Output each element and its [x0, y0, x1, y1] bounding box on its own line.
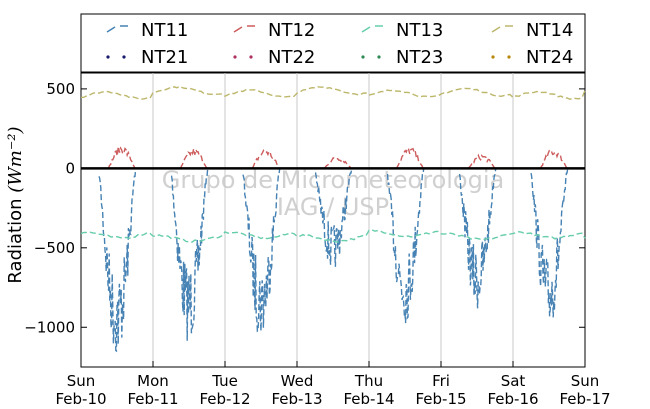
watermark-line-2: IAG / USP — [277, 193, 389, 221]
legend-swatch — [491, 26, 501, 33]
plot-area — [80, 72, 586, 368]
series-nt12-line — [395, 146, 424, 169]
series-nt11-line — [98, 168, 137, 353]
y-axis-title-unit: (Wm⁻²) — [5, 126, 26, 192]
legend-swatch — [233, 26, 243, 33]
x-tick-label-day: Fri — [432, 372, 450, 390]
series-nt11-line — [458, 168, 497, 309]
legend-label: NT21 — [141, 47, 188, 68]
series-lines — [80, 85, 586, 353]
x-tick-label-date: Feb-13 — [271, 390, 322, 408]
legend-label: NT11 — [141, 20, 188, 41]
series-nt11-line — [386, 168, 425, 324]
x-tick-label-day: Wed — [281, 372, 314, 390]
y-tick-label: 0 — [65, 159, 75, 177]
x-tick-label-day: Sat — [501, 372, 526, 390]
x-tick-label-day: Sun — [571, 372, 600, 390]
series-nt12-line — [467, 153, 496, 169]
legend-item-nt11: NT11 — [106, 20, 188, 41]
legend-item-nt14: NT14 — [491, 20, 573, 41]
legend-swatch — [106, 26, 116, 33]
legend-item-nt13: NT13 — [361, 20, 443, 41]
x-tick-label-date: Feb-16 — [487, 390, 538, 408]
x-axis: SunFeb-10MonFeb-11TueFeb-12WedFeb-13ThuF… — [55, 361, 611, 408]
legend-swatch — [377, 55, 381, 59]
y-axis-title-text: Radiation — [5, 193, 26, 284]
x-tick-label-date: Feb-15 — [415, 390, 466, 408]
y-axis-label: Radiation (Wm⁻²) — [5, 126, 26, 283]
x-tick-label-date: Feb-12 — [199, 390, 250, 408]
y-tick-label: −500 — [34, 239, 75, 257]
x-tick-label-day: Sun — [67, 372, 96, 390]
series-nt13-line — [80, 229, 586, 243]
legend: NT11 NT12 NT13 NT14 NT21 NT22 NT23 NT24 — [106, 20, 573, 68]
legend-item-nt22: NT22 — [233, 47, 315, 68]
legend-label: NT13 — [396, 20, 443, 41]
y-tick-label: 500 — [46, 80, 75, 98]
y-axis: 500 0 −500 −1000 — [24, 80, 585, 336]
series-nt12-line — [107, 146, 136, 169]
x-gridlines — [152, 73, 514, 367]
legend-label: NT12 — [268, 20, 315, 41]
series-nt12-line — [251, 149, 280, 169]
legend-label: NT23 — [396, 47, 443, 68]
x-tick-label-date: Feb-11 — [127, 390, 178, 408]
x-tick-label-date: Feb-14 — [343, 390, 394, 408]
legend-item-nt23: NT23 — [361, 47, 443, 68]
series-nt12-line — [323, 157, 352, 169]
series-nt12-line — [179, 147, 208, 169]
series-nt11-line — [242, 168, 281, 333]
y-axis-title: Radiation (Wm⁻²) — [5, 126, 26, 283]
series-nt11-line — [530, 168, 569, 318]
legend-item-nt21: NT21 — [106, 47, 188, 68]
legend-item-nt12: NT12 — [233, 20, 315, 41]
series-nt14-line — [80, 85, 586, 101]
legend-swatch — [507, 55, 511, 59]
legend-swatch — [491, 55, 495, 59]
legend-label: NT22 — [268, 47, 315, 68]
x-tick-label-date: Feb-10 — [55, 390, 106, 408]
legend-label: NT24 — [526, 47, 573, 68]
x-tick-label-day: Mon — [137, 372, 169, 390]
legend-swatch — [106, 55, 110, 59]
legend-swatch — [233, 55, 237, 59]
legend-swatch — [361, 55, 365, 59]
y-tick-label: −1000 — [24, 318, 75, 336]
legend-item-nt24: NT24 — [491, 47, 573, 68]
legend-swatch — [249, 55, 253, 59]
series-nt12-line — [539, 149, 568, 169]
legend-box — [80, 13, 586, 73]
watermark-line-1: Grupo de Micrometeorologia — [162, 166, 504, 194]
legend-swatch — [122, 55, 126, 59]
legend-label: NT14 — [526, 20, 573, 41]
legend-swatch — [361, 26, 371, 33]
series-nt11-line — [314, 168, 353, 267]
x-tick-label-date: Feb-17 — [559, 390, 610, 408]
x-tick-label-day: Tue — [211, 372, 238, 390]
x-tick-label-day: Thu — [354, 372, 383, 390]
